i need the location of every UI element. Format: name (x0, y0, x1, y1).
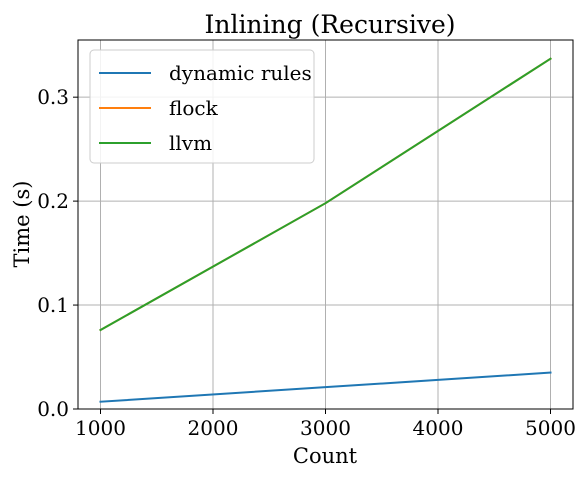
chart-title: Inlining (Recursive) (204, 10, 455, 39)
y-tick-label: 0.2 (37, 189, 69, 213)
legend-label-flock: flock (169, 96, 219, 120)
x-tick-label: 1000 (75, 416, 126, 440)
y-axis-title: Time (s) (10, 181, 34, 268)
legend: dynamic rules flock llvm (89, 49, 315, 164)
series-line-dynamic-rules (99, 371, 552, 403)
y-tick-label: 0.1 (37, 293, 69, 317)
x-axis: 1000 2000 3000 4000 5000 (75, 409, 576, 440)
x-tick-label: 4000 (413, 416, 464, 440)
series-lines (99, 57, 552, 403)
x-tick-label: 5000 (525, 416, 576, 440)
legend-label-llvm: llvm (169, 131, 212, 155)
x-tick-label: 3000 (300, 416, 351, 440)
legend-box (89, 49, 315, 164)
series-line-llvm (99, 57, 552, 332)
x-tick-label: 2000 (188, 416, 239, 440)
y-axis: 0.0 0.1 0.2 0.3 (37, 85, 78, 421)
x-axis-title: Count (293, 444, 358, 468)
y-tick-label: 0.0 (37, 397, 69, 421)
legend-label-dynamic-rules: dynamic rules (169, 61, 312, 85)
y-tick-label: 0.3 (37, 85, 69, 109)
